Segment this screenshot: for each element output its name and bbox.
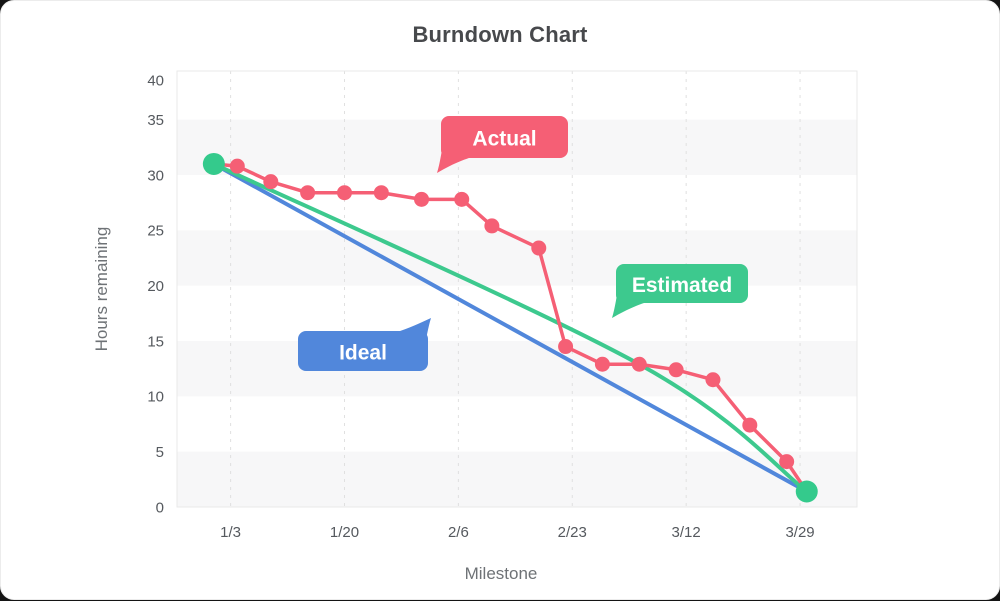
x-tick-label: 1/20: [330, 524, 359, 541]
callout-label: Ideal: [339, 341, 387, 364]
actual-point[interactable]: [374, 185, 389, 200]
x-tick-label: 3/29: [785, 524, 814, 541]
y-tick-label: 25: [147, 223, 164, 240]
x-tick-label: 1/3: [220, 524, 241, 541]
chart-plot-area: 1/3 1/20 2/6 2/23 3/12 3/29 40 35 30 25 20 15 10 5 0 Ac…: [147, 71, 857, 541]
endpoint-marker[interactable]: [203, 153, 225, 175]
actual-point[interactable]: [230, 159, 245, 174]
y-tick-label: 15: [147, 333, 164, 350]
callout-ideal[interactable]: Ideal: [298, 318, 431, 371]
endpoint-marker[interactable]: [796, 481, 818, 503]
y-axis-title: Hours remaining: [92, 227, 111, 352]
y-tick-label: 10: [147, 389, 164, 406]
callout-estimated[interactable]: Estimated: [612, 264, 748, 318]
y-tick-label: 30: [147, 167, 164, 184]
grid-band: [177, 341, 857, 396]
actual-point[interactable]: [300, 185, 315, 200]
actual-point[interactable]: [531, 241, 546, 256]
actual-point[interactable]: [484, 218, 499, 233]
actual-point[interactable]: [337, 185, 352, 200]
y-tick-label: 35: [147, 112, 164, 129]
x-tick-label: 2/23: [558, 524, 587, 541]
actual-point[interactable]: [454, 192, 469, 207]
y-tick-label: 40: [147, 72, 164, 89]
x-tick-label: 3/12: [672, 524, 701, 541]
y-tick-label: 0: [156, 499, 164, 516]
actual-point[interactable]: [595, 357, 610, 372]
actual-point[interactable]: [558, 339, 573, 354]
actual-point[interactable]: [263, 174, 278, 189]
ideal-line: [214, 164, 807, 492]
callout-label: Actual: [472, 127, 536, 150]
y-tick-label: 20: [147, 278, 164, 295]
actual-point[interactable]: [779, 454, 794, 469]
actual-point[interactable]: [414, 192, 429, 207]
x-axis-title: Milestone: [465, 564, 538, 583]
actual-point[interactable]: [632, 357, 647, 372]
callout-label: Estimated: [632, 274, 732, 297]
actual-point[interactable]: [705, 372, 720, 387]
grid-band: [177, 452, 857, 507]
actual-point[interactable]: [669, 362, 684, 377]
actual-point[interactable]: [742, 418, 757, 433]
x-tick-label: 2/6: [448, 524, 469, 541]
y-tick-label: 5: [156, 444, 164, 461]
